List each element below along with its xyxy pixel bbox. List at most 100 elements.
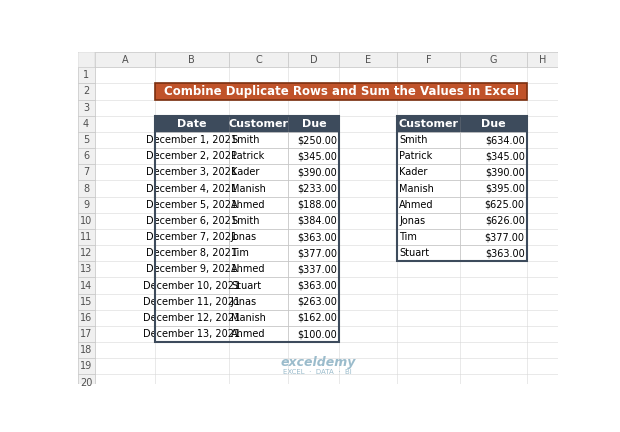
Bar: [460, 229, 527, 245]
Text: 9: 9: [83, 200, 89, 210]
Bar: [460, 164, 527, 181]
Bar: [78, 116, 94, 132]
Bar: [460, 148, 527, 164]
Bar: [78, 148, 94, 164]
Bar: [78, 197, 94, 213]
Text: 18: 18: [80, 345, 92, 355]
Text: December 3, 2021: December 3, 2021: [146, 167, 237, 178]
Text: H: H: [539, 54, 546, 64]
Bar: [229, 245, 288, 261]
Text: 1: 1: [83, 70, 89, 80]
Bar: [155, 116, 340, 342]
Bar: [288, 229, 340, 245]
Bar: [78, 358, 94, 375]
Bar: [460, 52, 527, 67]
Bar: [229, 261, 288, 277]
Text: 19: 19: [80, 362, 92, 372]
Bar: [155, 326, 229, 342]
Text: Combine Duplicate Rows and Sum the Values in Excel: Combine Duplicate Rows and Sum the Value…: [164, 85, 518, 98]
Bar: [460, 245, 527, 261]
Text: B: B: [188, 54, 195, 64]
Text: $345.00: $345.00: [297, 151, 337, 161]
Bar: [78, 67, 94, 83]
Text: December 1, 2021: December 1, 2021: [146, 135, 237, 145]
Text: 20: 20: [80, 378, 92, 388]
Text: Customer: Customer: [228, 119, 288, 129]
Text: $390.00: $390.00: [485, 167, 525, 178]
Text: 16: 16: [80, 313, 92, 323]
Bar: [78, 326, 94, 342]
Text: D: D: [310, 54, 317, 64]
Bar: [288, 310, 340, 326]
Bar: [397, 164, 460, 181]
Text: Ahmed: Ahmed: [231, 329, 265, 339]
Text: $337.00: $337.00: [297, 264, 337, 274]
Text: F: F: [426, 54, 432, 64]
Bar: [78, 342, 94, 358]
Bar: [155, 213, 229, 229]
Bar: [229, 213, 288, 229]
Text: Kader: Kader: [231, 167, 259, 178]
Bar: [155, 181, 229, 197]
Bar: [155, 229, 229, 245]
Bar: [288, 326, 340, 342]
Text: Smith: Smith: [231, 216, 259, 226]
Bar: [78, 52, 558, 67]
Text: $363.00: $363.00: [485, 248, 525, 258]
Bar: [78, 164, 94, 181]
Text: $345.00: $345.00: [485, 151, 525, 161]
Bar: [78, 294, 94, 310]
Bar: [288, 294, 340, 310]
Text: $634.00: $634.00: [485, 135, 525, 145]
Text: A: A: [122, 54, 128, 64]
Bar: [288, 245, 340, 261]
Text: Patrick: Patrick: [399, 151, 432, 161]
Bar: [155, 132, 229, 148]
Text: 4: 4: [83, 119, 89, 129]
Text: $263.00: $263.00: [297, 297, 337, 307]
Text: Customer: Customer: [399, 119, 459, 129]
Bar: [155, 83, 527, 100]
Bar: [460, 116, 527, 132]
Text: $377.00: $377.00: [485, 232, 525, 242]
Text: 2: 2: [83, 86, 89, 96]
Bar: [340, 52, 397, 67]
Bar: [78, 310, 94, 326]
Bar: [229, 181, 288, 197]
Bar: [229, 277, 288, 294]
Bar: [397, 132, 460, 148]
Bar: [288, 52, 340, 67]
Text: 6: 6: [83, 151, 89, 161]
Bar: [288, 261, 340, 277]
Bar: [397, 52, 460, 67]
Bar: [78, 245, 94, 261]
Bar: [460, 197, 527, 213]
Text: 5: 5: [83, 135, 89, 145]
Bar: [155, 148, 229, 164]
Bar: [397, 181, 460, 197]
Bar: [397, 116, 460, 132]
Bar: [78, 277, 94, 294]
Text: 11: 11: [80, 232, 92, 242]
Text: Jonas: Jonas: [231, 297, 257, 307]
Bar: [155, 52, 229, 67]
Bar: [78, 100, 94, 116]
Text: 8: 8: [83, 184, 89, 194]
Bar: [397, 148, 460, 164]
Text: Kader: Kader: [399, 167, 428, 178]
Text: 15: 15: [80, 297, 92, 307]
Text: C: C: [255, 54, 262, 64]
Bar: [397, 229, 460, 245]
Bar: [155, 310, 229, 326]
Text: December 8, 2021: December 8, 2021: [146, 248, 237, 258]
Text: exceldemy: exceldemy: [280, 356, 355, 369]
Text: Date: Date: [177, 119, 206, 129]
Text: 10: 10: [80, 216, 92, 226]
Bar: [397, 213, 460, 229]
Bar: [288, 148, 340, 164]
Bar: [397, 245, 460, 261]
Text: $233.00: $233.00: [297, 184, 337, 194]
Bar: [288, 181, 340, 197]
Text: December 9, 2021: December 9, 2021: [146, 264, 237, 274]
Text: Stuart: Stuart: [399, 248, 429, 258]
